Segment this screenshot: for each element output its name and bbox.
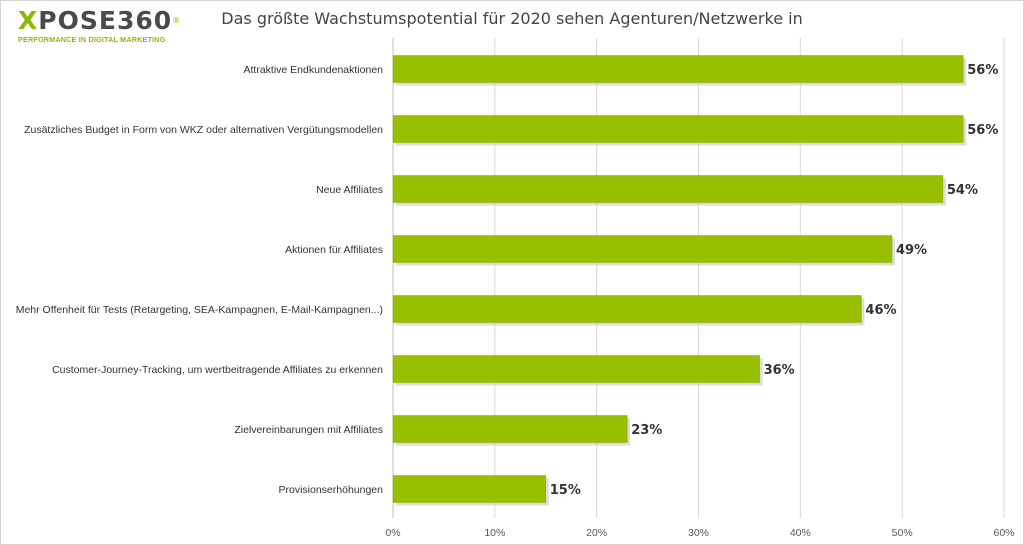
logo-tagline: PERFORMANCE IN DIGITAL MARKETING — [18, 35, 166, 44]
category-label: Zusätzliches Budget in Form von WKZ oder… — [24, 124, 383, 136]
x-tick-label: 60% — [993, 527, 1014, 539]
bar — [392, 115, 964, 143]
category-label: Customer-Journey-Tracking, um wertbeitra… — [52, 364, 383, 376]
value-label: 36% — [764, 363, 795, 378]
category-label: Zielvereinbarungen mit Affiliates — [234, 424, 383, 436]
bar — [392, 355, 760, 383]
x-tick-label: 10% — [484, 527, 505, 539]
bar — [392, 235, 893, 263]
registered-mark: ® — [172, 16, 182, 25]
category-label: Mehr Offenheit für Tests (Retargeting, S… — [16, 304, 383, 316]
logo-rest: POSE360 — [38, 6, 173, 35]
value-label: 54% — [947, 183, 978, 198]
value-label: 56% — [967, 63, 998, 78]
x-tick-label: 50% — [892, 527, 913, 539]
value-label: 15% — [550, 483, 581, 498]
x-tick-label: 30% — [688, 527, 709, 539]
bar — [392, 55, 964, 83]
bar — [392, 295, 862, 323]
chart-title: Das größte Wachstumspotential für 2020 s… — [221, 9, 803, 28]
logo-wordmark: XPOSE360® — [18, 8, 181, 34]
bar — [392, 415, 628, 443]
x-tick-label: 40% — [790, 527, 811, 539]
value-label: 46% — [865, 303, 896, 318]
x-tick-label: 20% — [586, 527, 607, 539]
category-label: Provisionserhöhungen — [279, 484, 384, 496]
bar — [392, 175, 944, 203]
category-label: Attraktive Endkundenaktionen — [243, 64, 383, 76]
value-label: 49% — [896, 243, 927, 258]
x-tick-label: 0% — [385, 527, 400, 539]
bar — [392, 475, 546, 503]
value-label: 23% — [631, 423, 662, 438]
category-label: Neue Affiliates — [316, 184, 383, 196]
category-label: Aktionen für Affiliates — [285, 244, 383, 256]
value-label: 56% — [967, 123, 998, 138]
logo-x: X — [18, 6, 39, 35]
brand-logo: XPOSE360® PERFORMANCE IN DIGITAL MARKETI… — [18, 8, 181, 45]
